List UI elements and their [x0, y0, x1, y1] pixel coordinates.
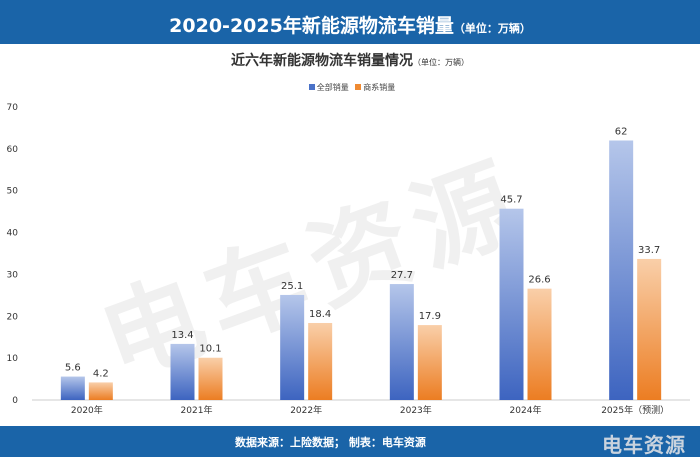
- data-label: 27.7: [391, 270, 413, 281]
- bar-total: [60, 376, 85, 400]
- data-label: 5.6: [65, 363, 81, 374]
- footer-logo: 电车资源: [602, 433, 686, 457]
- bar-sub: [198, 357, 223, 400]
- x-tick-label: 2025年（预测）: [601, 404, 669, 416]
- data-label: 4.2: [93, 368, 109, 379]
- data-label: 25.1: [281, 281, 303, 292]
- bar-total: [170, 343, 195, 400]
- data-label: 33.7: [638, 245, 660, 256]
- header-banner: 2020-2025年新能源物流车销量（单位：万辆）: [0, 0, 700, 44]
- header-title: 2020-2025年新能源物流车销量: [169, 15, 454, 37]
- legend-label-total: 全部销量: [316, 83, 349, 92]
- bar-chart: 0 10 20 30 40 50 60 70 2020年 5.6 4.2 2021年 13.4 10.1 2…: [7, 103, 690, 416]
- data-label: 26.6: [528, 275, 550, 286]
- y-tick-label: 40: [7, 229, 19, 239]
- y-tick-label: 70: [7, 103, 19, 113]
- bar-total: [499, 208, 524, 400]
- legend-label-sub: 商系销量: [363, 83, 396, 92]
- bar-sub: [637, 258, 662, 400]
- footer-source: 数据来源：上险数据； 制表：电车资源: [235, 436, 426, 449]
- data-label: 62: [615, 126, 628, 137]
- legend-swatch-total: [308, 84, 315, 90]
- y-tick-label: 20: [7, 312, 19, 322]
- bar-sub: [88, 382, 113, 400]
- x-tick-label: 2023年: [400, 404, 432, 416]
- x-tick-label: 2022年: [290, 404, 322, 416]
- bar-total: [280, 294, 305, 400]
- data-label: 10.1: [199, 344, 221, 355]
- data-label: 45.7: [500, 195, 522, 206]
- x-tick-label: 2024年: [510, 404, 542, 416]
- header-unit: （单位：万辆）: [453, 22, 531, 35]
- x-tick-label: 2021年: [181, 404, 213, 416]
- bar-total: [389, 284, 414, 400]
- x-tick-label: 2020年: [71, 404, 103, 416]
- bar-sub: [308, 322, 333, 400]
- data-label: 13.4: [171, 330, 193, 341]
- y-tick-label: 50: [7, 187, 19, 197]
- data-label: 17.9: [419, 311, 441, 322]
- y-tick-label: 60: [7, 145, 19, 155]
- footer: 数据来源：上险数据； 制表：电车资源 电车资源: [0, 426, 700, 457]
- chart-title-unit: （单位：万辆）: [413, 58, 469, 67]
- chart-title: 近六年新能源物流车销量情况（单位：万辆）: [0, 50, 700, 70]
- y-tick-label: 0: [12, 396, 18, 406]
- bar-sub: [417, 325, 442, 400]
- legend-swatch-sub: [355, 84, 362, 90]
- bar-sub: [527, 288, 552, 400]
- legend: 全部销量 商系销量: [0, 82, 700, 93]
- y-tick-label: 10: [7, 354, 19, 364]
- bar-total: [609, 140, 634, 400]
- data-label: 18.4: [309, 309, 331, 320]
- y-tick-label: 30: [7, 270, 19, 280]
- chart-title-text: 近六年新能源物流车销量情况: [231, 53, 413, 69]
